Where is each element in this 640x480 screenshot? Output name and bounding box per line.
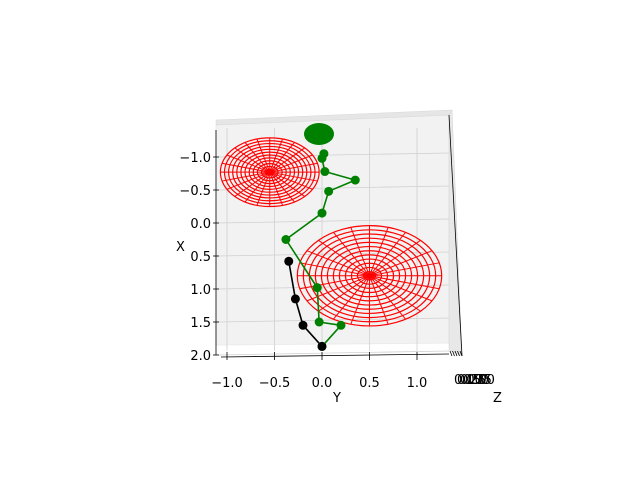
sphere-meridian [306, 250, 370, 277]
x-tick-label: 2.0 [190, 349, 211, 364]
grid-line-x [217, 185, 450, 191]
sphere-meridian [318, 239, 370, 277]
z-tick-label: 1.00 [466, 373, 495, 388]
grid-line-x [217, 284, 450, 290]
sphere-meridian [333, 275, 370, 320]
sphere-meridian [269, 171, 295, 203]
sphere-meridian [369, 227, 389, 276]
chart-ticks: −1.0−0.50.00.51.01.52.0−1.0 −0.5 0.0 0.5 1.0… [179, 151, 495, 391]
x-tick-label: 0.5 [190, 250, 211, 265]
x-tick-label: −0.5 [179, 184, 211, 199]
sphere-meridian [299, 275, 370, 290]
chart-back-pane [215, 109, 463, 357]
green-point [317, 208, 327, 218]
sphere-meridian [226, 171, 270, 190]
grid-line-x [217, 218, 450, 224]
sphere-meridian [369, 275, 406, 320]
sphere-meridian [369, 275, 421, 312]
wireframe-sphere [219, 137, 320, 208]
sphere-meridian [234, 171, 271, 197]
sphere-meridian [256, 138, 271, 173]
x-tick-label: 1.0 [190, 283, 211, 298]
z-tick-mark [449, 350, 453, 357]
z-tick-mark [457, 350, 460, 357]
x-axis-title: X [176, 240, 185, 255]
sphere-meridian [221, 171, 270, 182]
chart-points [281, 149, 360, 351]
z-tick-label: 0.25 [457, 373, 486, 388]
y-tick-label: −1.0 [211, 376, 243, 391]
green-point [350, 175, 360, 185]
sphere-meridian [269, 142, 295, 173]
z-axis-title: Z [493, 391, 502, 406]
grid-line-x [217, 350, 450, 356]
y-tick-label: −0.5 [259, 376, 291, 391]
sphere-meridian [256, 172, 271, 206]
green-point [312, 283, 322, 293]
sphere-meridian [369, 275, 440, 290]
sphere-meridian [333, 232, 370, 277]
x-tick-label: −1.0 [179, 151, 211, 166]
green-point [281, 235, 291, 244]
y-tick-label: 0.0 [312, 376, 333, 391]
sphere-meridian [269, 162, 318, 173]
x-tick-label: 0.0 [190, 217, 211, 232]
sphere-meridian [269, 138, 284, 173]
sphere-meridian [269, 172, 284, 206]
sphere-meridian [269, 171, 318, 182]
y-axis-title: Y [332, 391, 341, 406]
sphere-meridian [369, 275, 433, 302]
z-tick-mark [452, 350, 455, 357]
black-point [317, 341, 327, 351]
sphere-meridian [299, 262, 370, 277]
sphere-meridian [234, 147, 271, 173]
green-point [314, 317, 324, 327]
chart-head-marker [304, 123, 334, 145]
sphere-meridian [369, 250, 433, 277]
sphere-meridian [221, 162, 270, 173]
green-point [336, 320, 346, 330]
green-point [324, 186, 334, 196]
sphere-meridian [350, 275, 370, 325]
z-tick-label: 0.75 [463, 373, 492, 388]
green-point [317, 153, 327, 163]
sphere-meridian [269, 171, 313, 190]
black-chain-line [287, 261, 323, 347]
z-tick-label: 0.50 [460, 373, 489, 388]
sphere-meridian [369, 239, 421, 277]
sphere-meridian [244, 142, 271, 173]
black-point [290, 294, 300, 304]
sphere-meridian [269, 147, 305, 173]
sphere-meridian [244, 171, 271, 203]
sphere-meridian [269, 154, 313, 173]
y-tick-label: 1.0 [407, 376, 428, 391]
black-point [284, 256, 294, 266]
sphere-meridian [369, 232, 406, 277]
z-tick-label: 0.00 [454, 373, 483, 388]
sphere-meridian [369, 275, 389, 325]
x-tick-label: 1.5 [190, 316, 211, 331]
black-point [298, 320, 308, 330]
chart-axes [215, 114, 463, 358]
z-tick-mark [454, 350, 458, 357]
sphere-meridian [369, 262, 440, 277]
sphere-meridian [350, 227, 370, 276]
sphere-meridian [269, 171, 305, 197]
green-point [320, 167, 330, 177]
y-tick-label: 0.5 [359, 376, 380, 391]
z-tick-mark [459, 350, 463, 357]
sphere-meridian [226, 154, 270, 173]
sphere-meridian [318, 275, 370, 312]
